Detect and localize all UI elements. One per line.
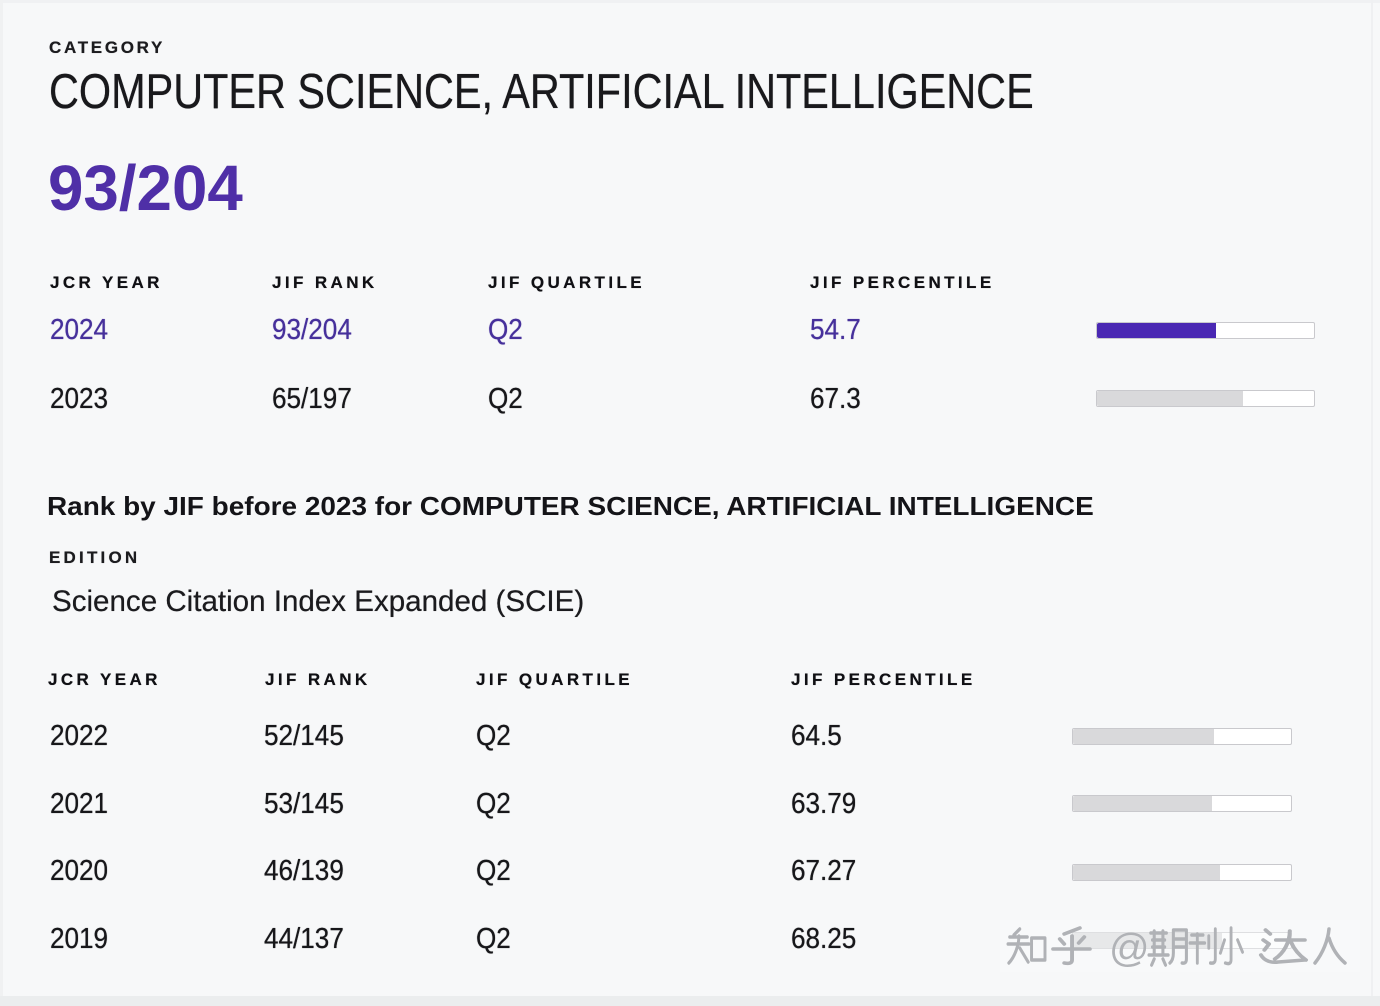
svg-text:@: @ [1109, 927, 1150, 971]
